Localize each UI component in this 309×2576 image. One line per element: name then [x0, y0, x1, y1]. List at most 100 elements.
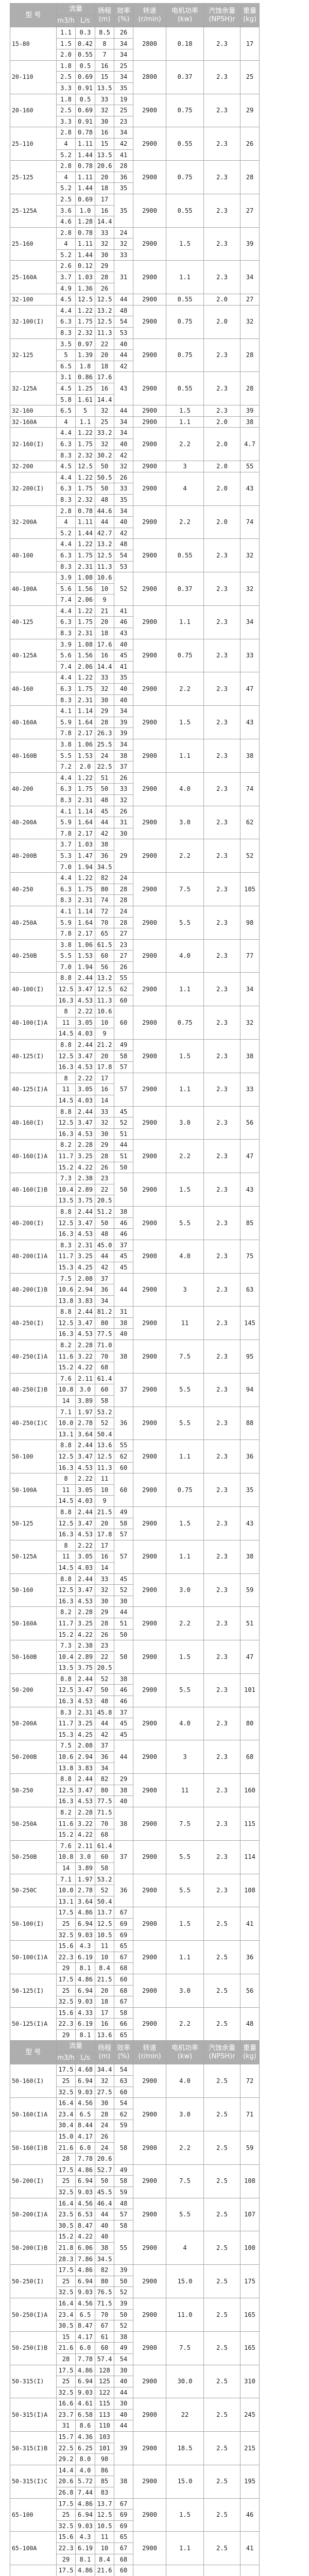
weight-cell: 39 [240, 227, 260, 261]
table-row: 50-200(I)A 16.4 4.56 46.4 48 2900 5.5 2.5 107 [10, 2197, 260, 2232]
eff-cell: 57 [114, 1061, 134, 1073]
flow-m3h-cell: 7.0 [56, 961, 76, 973]
npsh-cell: 2.3 [203, 405, 241, 417]
table-row: 13.5 3.75 20.5 [10, 1662, 260, 1674]
eff-cell: 27 [114, 928, 134, 940]
header-eff-line: 效率 [117, 7, 131, 15]
model-cell: 50-100 [10, 1439, 57, 1474]
weight-cell: 27 [240, 294, 260, 306]
eff-cell: 37 [114, 1840, 134, 1874]
flow-m3h-cell: 3.9 [56, 638, 76, 651]
weight-cell: 95 [240, 1340, 260, 1374]
table-row: 28 7.78 57.4 54 [10, 2353, 260, 2365]
flow-m3h-cell: 13.5 [56, 1662, 76, 1674]
table-row: 5.6 1.56 10 [10, 583, 260, 595]
speed-cell: 2900 [133, 605, 167, 639]
flow-ls-cell: 1.53 [75, 950, 96, 962]
table-row: 8.3 2.31 30 40 [10, 694, 260, 706]
eff-cell: 24 [114, 905, 134, 918]
table-row: 40-100(I)A 8 2.22 10.6 60 2900 0.75 2.3 32 [10, 1006, 260, 1040]
flow-m3h-cell: 12.5 [56, 1117, 76, 1129]
flow-m3h-cell: 6.3 [56, 783, 76, 795]
flow-m3h-cell: 11.7 [56, 1150, 76, 1162]
table-row: 40-125(I) 8.8 2.44 21.2 49 2900 1.5 2.3 38 [10, 1039, 260, 1073]
head-cell: 27.5 [95, 2086, 115, 2098]
head-cell: 24 [95, 2142, 115, 2154]
header-flow-m3h: m3/h [56, 2052, 76, 2065]
table-row: 5.2 1.44 13.5 41 [10, 149, 260, 161]
head-cell: 13.5 [95, 149, 115, 161]
flow-ls-cell: 4.03 [75, 1028, 96, 1040]
speed-cell: 2900 [133, 93, 167, 128]
speed-cell: 2900 [133, 1439, 167, 1474]
flow-m3h-cell: 28 [56, 2353, 76, 2365]
flow-ls-cell: 4.36 [75, 2431, 96, 2443]
flow-ls-cell: 1.11 [75, 238, 96, 250]
flow-m3h-cell: 4.5 [56, 383, 76, 395]
flow-ls-cell: 2.11 [75, 1840, 96, 1852]
npsh-cell: 2.3 [203, 1206, 241, 1240]
flow-m3h-cell: 4.4 [56, 672, 76, 684]
npsh-cell: 2.5 [203, 2565, 241, 2576]
header-speed-line: (r/min) [138, 15, 161, 23]
npsh-cell: 2.5 [203, 2131, 241, 2165]
head-cell: 20 [95, 1050, 115, 1062]
table-row: 32-160A 4 1.1 25 34 2900 1.1 2.0 38 [10, 416, 260, 428]
power-cell: 1.1 [166, 1072, 204, 1107]
head-cell: 50.4 [95, 1428, 115, 1440]
table-row: 25 6.94 32 63 [10, 2075, 260, 2087]
table-row: 32-125 3.5 0.97 22 40 2900 0.75 2.3 28 [10, 338, 260, 372]
flow-m3h-cell: 10.0 [56, 1417, 76, 1429]
head-cell: 26 [95, 2131, 115, 2143]
npsh-cell: 2.0 [203, 416, 241, 428]
model-cell: 50-100A [10, 1473, 57, 1507]
head-cell: 13.7 [95, 1907, 115, 1919]
model-cell: 40-200(I) [10, 1206, 57, 1240]
head-cell: 13.2 [95, 304, 115, 317]
head-cell: 44 [95, 516, 115, 528]
weight-cell: 47 [240, 672, 260, 706]
npsh-cell: 2.3 [203, 1606, 241, 1641]
head-cell: 33.2 [95, 427, 115, 439]
head-cell: 34 [95, 1762, 115, 1774]
power-cell: 11.0 [166, 2297, 204, 2332]
table-row: 16.3 4.53 11.3 60 [10, 1462, 260, 1474]
eff-cell: 28 [114, 917, 134, 929]
flow-m3h-cell: 11.6 [56, 1818, 76, 1830]
table-row: 7.4 2.06 9 [10, 594, 260, 606]
weight-cell: 47 [240, 1640, 260, 1674]
flow-ls-cell: 5.72 [75, 2476, 96, 2488]
weight-cell: 26 [240, 127, 260, 161]
head-cell: 33 [95, 1573, 115, 1585]
flow-m3h-cell: 8.8 [56, 1306, 76, 1318]
flow-m3h-cell: 11.7 [56, 1718, 76, 1730]
flow-ls-cell: 2.31 [75, 561, 96, 573]
flow-ls-cell: 2.11 [75, 1372, 96, 1385]
flow-m3h-cell: 16.3 [56, 1529, 76, 1540]
table-row: 5.5 1.53 60 27 [10, 950, 260, 962]
flow-ls-cell: 2.31 [75, 1706, 96, 1719]
flow-m3h-cell: 12.5 [56, 1517, 76, 1530]
flow-m3h-cell: 25 [56, 2376, 76, 2387]
eff-cell: 46 [114, 616, 134, 629]
head-cell: 25 [95, 416, 115, 428]
table-row: 40-200 4.4 1.22 51 26 2900 4.0 2.3 74 [10, 772, 260, 806]
flow-ls-cell: 4.03 [75, 1495, 96, 1507]
flow-m3h-cell: 2.5 [56, 105, 76, 116]
head-cell: 86 [95, 2464, 115, 2477]
flow-m3h-cell: 7.5 [56, 1273, 76, 1285]
flow-ls-cell: 4.22 [75, 1362, 96, 1374]
flow-ls-cell: 1.06 [75, 939, 96, 951]
power-cell: 1.5 [166, 405, 204, 417]
head-cell: 29 [95, 260, 115, 273]
flow-ls-cell: 2.08 [75, 1273, 96, 1285]
npsh-cell: 2.3 [203, 60, 241, 94]
weight-cell: 80 [240, 1706, 260, 1741]
head-cell: 82 [95, 1773, 115, 1785]
flow-ls-cell: 0.69 [75, 105, 96, 116]
head-cell: 81.2 [95, 1306, 115, 1318]
weight-cell: 160 [240, 1773, 260, 1807]
head-cell: 32 [95, 1117, 115, 1129]
header-eff-line: (%) [117, 2052, 130, 2060]
flow-ls-cell: 1.64 [75, 716, 96, 728]
